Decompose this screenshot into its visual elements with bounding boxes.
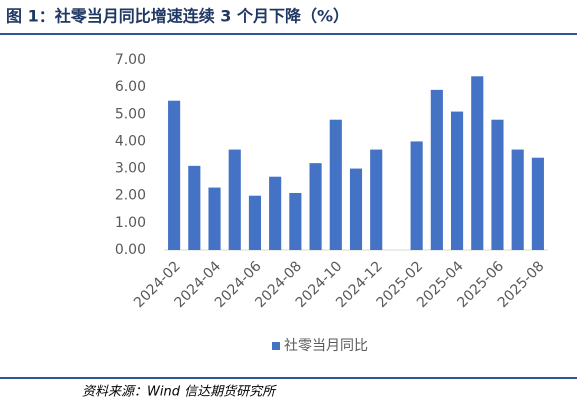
bar: [511, 149, 524, 250]
y-tick-label: 6.00: [115, 79, 146, 95]
bar: [531, 157, 544, 250]
bar: [269, 176, 282, 250]
y-tick-label: 1.00: [115, 215, 146, 231]
legend-label: 社零当月同比: [284, 338, 368, 354]
bar: [248, 195, 262, 250]
bar: [329, 119, 342, 250]
bar: [370, 149, 383, 250]
bar: [228, 149, 241, 250]
bar: [491, 119, 504, 250]
bar: [188, 165, 201, 250]
y-tick-label: 4.00: [115, 133, 146, 149]
y-tick-label: 2.00: [115, 188, 146, 204]
source: 资料来源：Wind 信达期货研究所: [82, 384, 277, 400]
bar: [410, 141, 423, 250]
bar: [471, 76, 484, 251]
chart-title: 图 1：社零当月同比增速连续 3 个月下降（%）: [6, 7, 349, 26]
bar: [349, 168, 363, 250]
bar: [450, 111, 464, 250]
y-tick-label: 0.00: [115, 242, 146, 258]
y-tick-label: 5.00: [115, 106, 146, 122]
y-tick-label: 7.00: [115, 52, 146, 68]
bar: [430, 89, 443, 250]
bar: [309, 163, 322, 250]
bar: [168, 100, 181, 250]
bar: [289, 193, 302, 250]
y-tick-label: 3.00: [115, 161, 146, 177]
bar: [208, 187, 221, 250]
legend-swatch: [272, 342, 280, 350]
